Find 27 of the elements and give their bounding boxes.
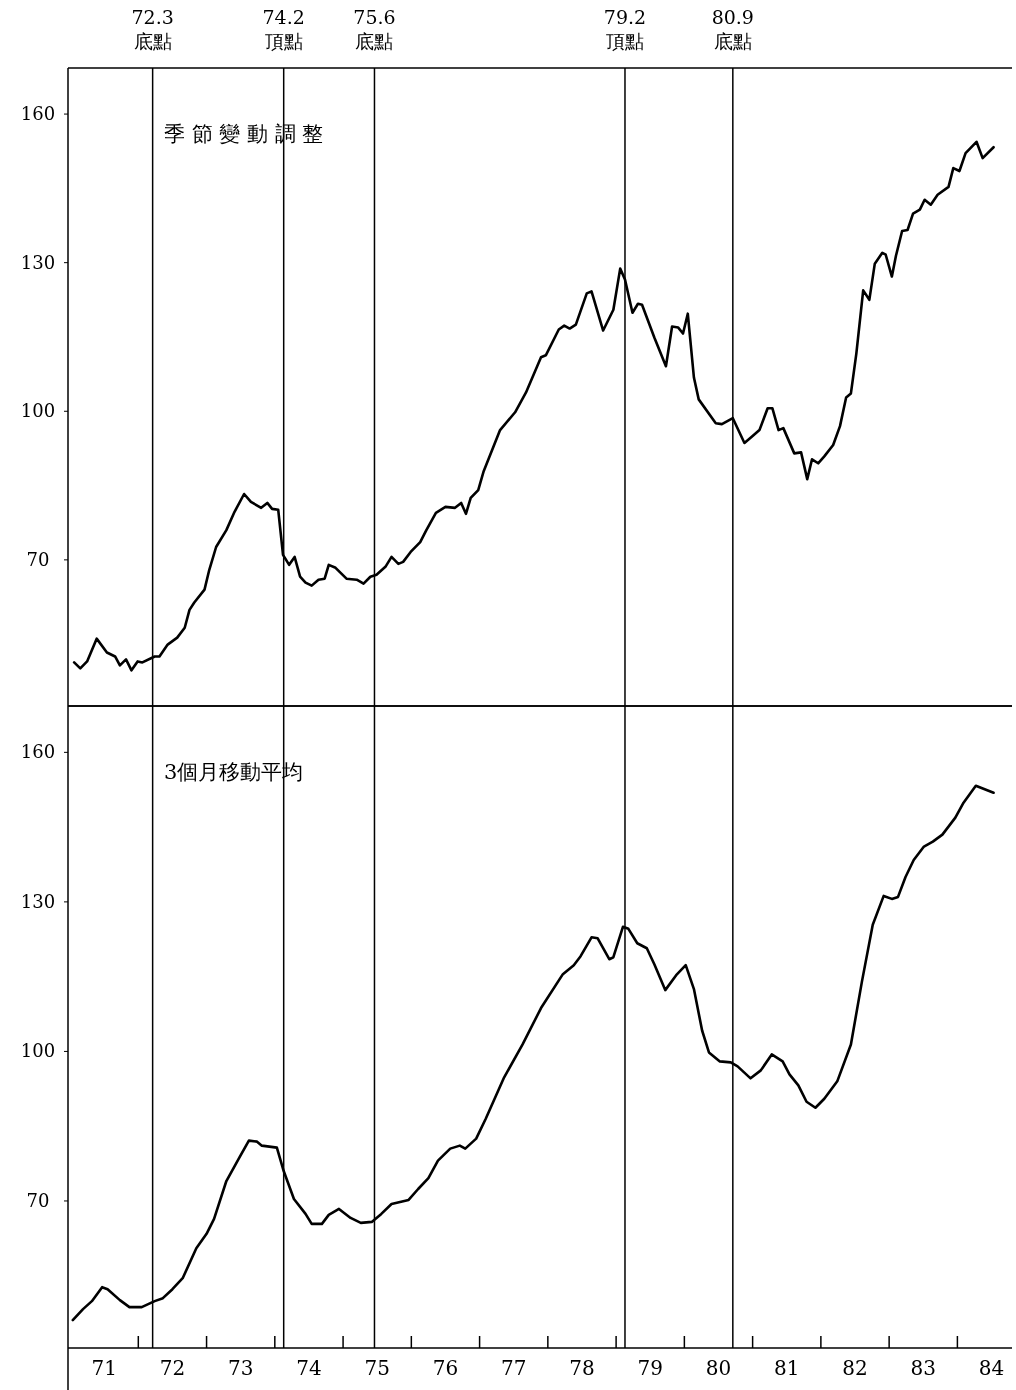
y-tick-label: 100 xyxy=(20,400,56,422)
ref-line-label: 74.2 頂點 xyxy=(262,6,305,52)
ref-line-label: 80.9 底點 xyxy=(711,6,754,52)
ref-line-label: 72.3 底點 xyxy=(131,6,174,52)
x-tick-label: 73 xyxy=(227,1356,254,1380)
x-tick-label: 84 xyxy=(978,1356,1005,1380)
ref-line-label: 75.6 底點 xyxy=(353,6,396,52)
x-tick-label: 72 xyxy=(159,1356,186,1380)
x-tick-label: 74 xyxy=(296,1356,322,1380)
y-tick-label: 100 xyxy=(20,1040,56,1062)
x-tick-label: 77 xyxy=(500,1356,527,1380)
ref-line-label: 79.2 頂點 xyxy=(603,6,647,52)
x-tick-label: 83 xyxy=(910,1356,936,1380)
x-tick-label: 80 xyxy=(705,1356,732,1380)
y-tick-label: 130 xyxy=(20,890,56,912)
x-tick-label: 71 xyxy=(91,1356,117,1380)
y-tick-label: 160 xyxy=(20,741,56,763)
y-tick-label: 130 xyxy=(20,251,56,273)
y-tick-label: 70 xyxy=(26,1189,50,1211)
x-tick-label: 75 xyxy=(364,1356,390,1380)
x-tick-label: 81 xyxy=(774,1356,800,1380)
x-tick-label: 78 xyxy=(569,1356,595,1380)
y-tick-label: 160 xyxy=(20,103,56,125)
x-tick-label: 79 xyxy=(637,1356,663,1380)
x-tick-label: 82 xyxy=(842,1356,868,1380)
y-tick-label: 70 xyxy=(26,548,50,570)
x-tick-label: 76 xyxy=(432,1356,459,1380)
